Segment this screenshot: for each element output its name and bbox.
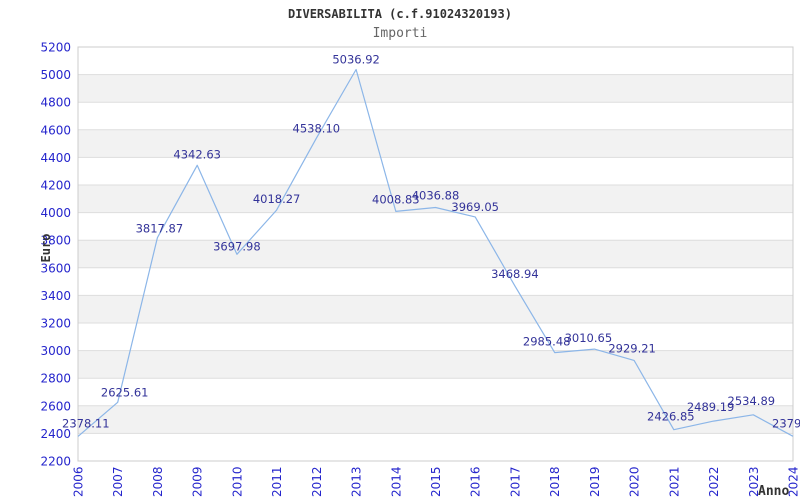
- y-tick-label: 2800: [40, 372, 71, 386]
- x-tick-label: 2014: [389, 466, 403, 497]
- y-tick-label: 5200: [40, 41, 71, 55]
- y-tick-label: 3800: [40, 234, 71, 248]
- x-tick-label: 2019: [588, 466, 602, 497]
- plot-border: [77, 46, 794, 462]
- plot-band: [78, 74, 793, 103]
- point-label: 3817.87: [136, 222, 184, 236]
- x-tick-label: 2016: [469, 466, 483, 497]
- plot-band: [78, 350, 793, 379]
- x-tick-label: 2007: [111, 466, 125, 497]
- plot-band: [78, 240, 793, 268]
- x-tick-label: 2021: [667, 466, 681, 497]
- point-label: 2929.21: [608, 341, 656, 355]
- plot-band: [78, 295, 793, 323]
- y-axis-title: Euro: [39, 233, 53, 263]
- y-tick-label: 3000: [40, 344, 71, 358]
- x-tick-label: 2020: [628, 466, 642, 497]
- x-tick-label: 2010: [230, 466, 244, 497]
- y-tick-label: 4800: [40, 96, 71, 110]
- x-tick-label: 2006: [72, 466, 86, 497]
- x-tick-label: 2017: [508, 466, 522, 497]
- point-label: 2534.89: [728, 394, 776, 408]
- point-label: 2426.85: [647, 410, 695, 424]
- point-label: 3010.65: [565, 331, 613, 345]
- data-line: [77, 68, 794, 437]
- point-label: 3697.98: [213, 239, 261, 253]
- point-label: 4538.10: [293, 121, 341, 135]
- y-tick-label: 3400: [40, 289, 71, 303]
- x-tick-label: 2012: [310, 466, 324, 497]
- point-label: 4018.27: [253, 192, 301, 206]
- y-tick-label: 2400: [40, 427, 71, 441]
- x-tick-label: 2023: [747, 466, 761, 497]
- x-tick-label: 2015: [429, 466, 443, 497]
- chart-title: DIVERSABILITA (c.f.91024320193): [288, 7, 512, 21]
- point-label: 5036.92: [332, 53, 380, 67]
- point-label: 2489.19: [687, 400, 735, 414]
- point-label: 3969.05: [451, 200, 499, 214]
- y-tick-label: 5000: [40, 68, 71, 82]
- x-tick-label: 2018: [548, 466, 562, 497]
- point-label: 2985.48: [523, 335, 571, 349]
- x-tick-label: 2013: [350, 466, 364, 497]
- point-label: 2378.11: [62, 416, 110, 430]
- point-label: 2379.0: [772, 416, 800, 430]
- y-tick-label: 3200: [40, 317, 71, 331]
- x-tick-label: 2009: [191, 466, 205, 497]
- x-axis-title: Anno: [758, 484, 790, 499]
- x-tick-label: 2008: [151, 466, 165, 497]
- point-label: 2625.61: [101, 385, 149, 399]
- point-label: 4036.88: [412, 189, 460, 203]
- point-label: 4342.63: [173, 147, 221, 161]
- point-label: 4008.83: [372, 192, 420, 206]
- y-tick-label: 2600: [40, 399, 71, 413]
- x-tick-label: 2024: [787, 466, 800, 497]
- point-label: 3468.94: [491, 267, 539, 281]
- y-tick-label: 2200: [40, 455, 71, 469]
- x-tick-label: 2022: [707, 466, 721, 497]
- y-tick-label: 4400: [40, 151, 71, 165]
- x-tick-label: 2011: [270, 466, 284, 497]
- y-tick-label: 4000: [40, 206, 71, 220]
- chart-subtitle: Importi: [372, 26, 428, 41]
- y-tick-label: 3600: [40, 261, 71, 275]
- plot-band: [78, 129, 793, 158]
- y-tick-label: 4600: [40, 123, 71, 137]
- y-tick-label: 4200: [40, 179, 71, 193]
